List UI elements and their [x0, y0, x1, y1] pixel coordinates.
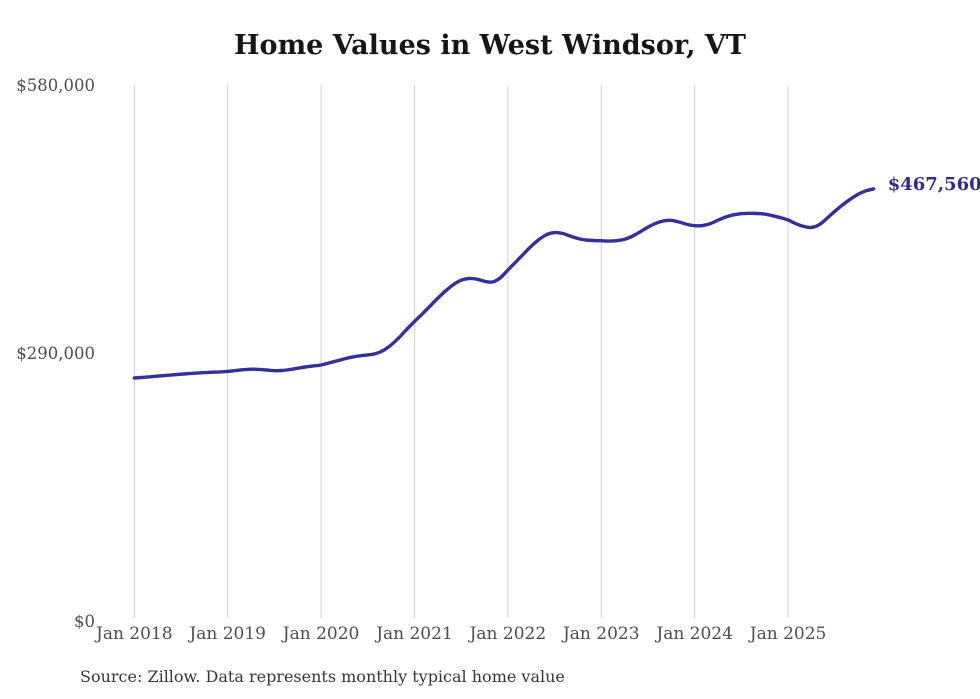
source-note: Source: Zillow. Data represents monthly …: [80, 667, 565, 686]
x-tick-label: Jan 2019: [187, 624, 266, 644]
x-tick-label: Jan 2024: [654, 624, 733, 644]
gridlines: [133, 85, 789, 618]
x-tick-label: Jan 2020: [281, 624, 360, 644]
x-tick-label: Jan 2021: [374, 624, 453, 644]
x-tick-label: Jan 2022: [468, 624, 547, 644]
x-tick-label: Jan 2023: [561, 624, 640, 644]
x-tick-label: Jan 2025: [748, 624, 827, 644]
y-tick-label: $580,000: [16, 76, 95, 95]
x-tick-label: Jan 2018: [94, 624, 173, 644]
x-axis-tick-labels: Jan 2018 Jan 2019 Jan 2020 Jan 2021 Jan 2022…: [94, 624, 826, 644]
latest-value-label: $467,560: [888, 174, 980, 195]
home-value-trend-line: [132, 187, 876, 380]
y-tick-label: $0: [74, 612, 95, 631]
y-axis-tick-labels: $0 $290,000 $580,000: [16, 76, 95, 631]
chart-title: Home Values in West Windsor, VT: [234, 30, 746, 61]
y-tick-label: $290,000: [16, 344, 95, 363]
